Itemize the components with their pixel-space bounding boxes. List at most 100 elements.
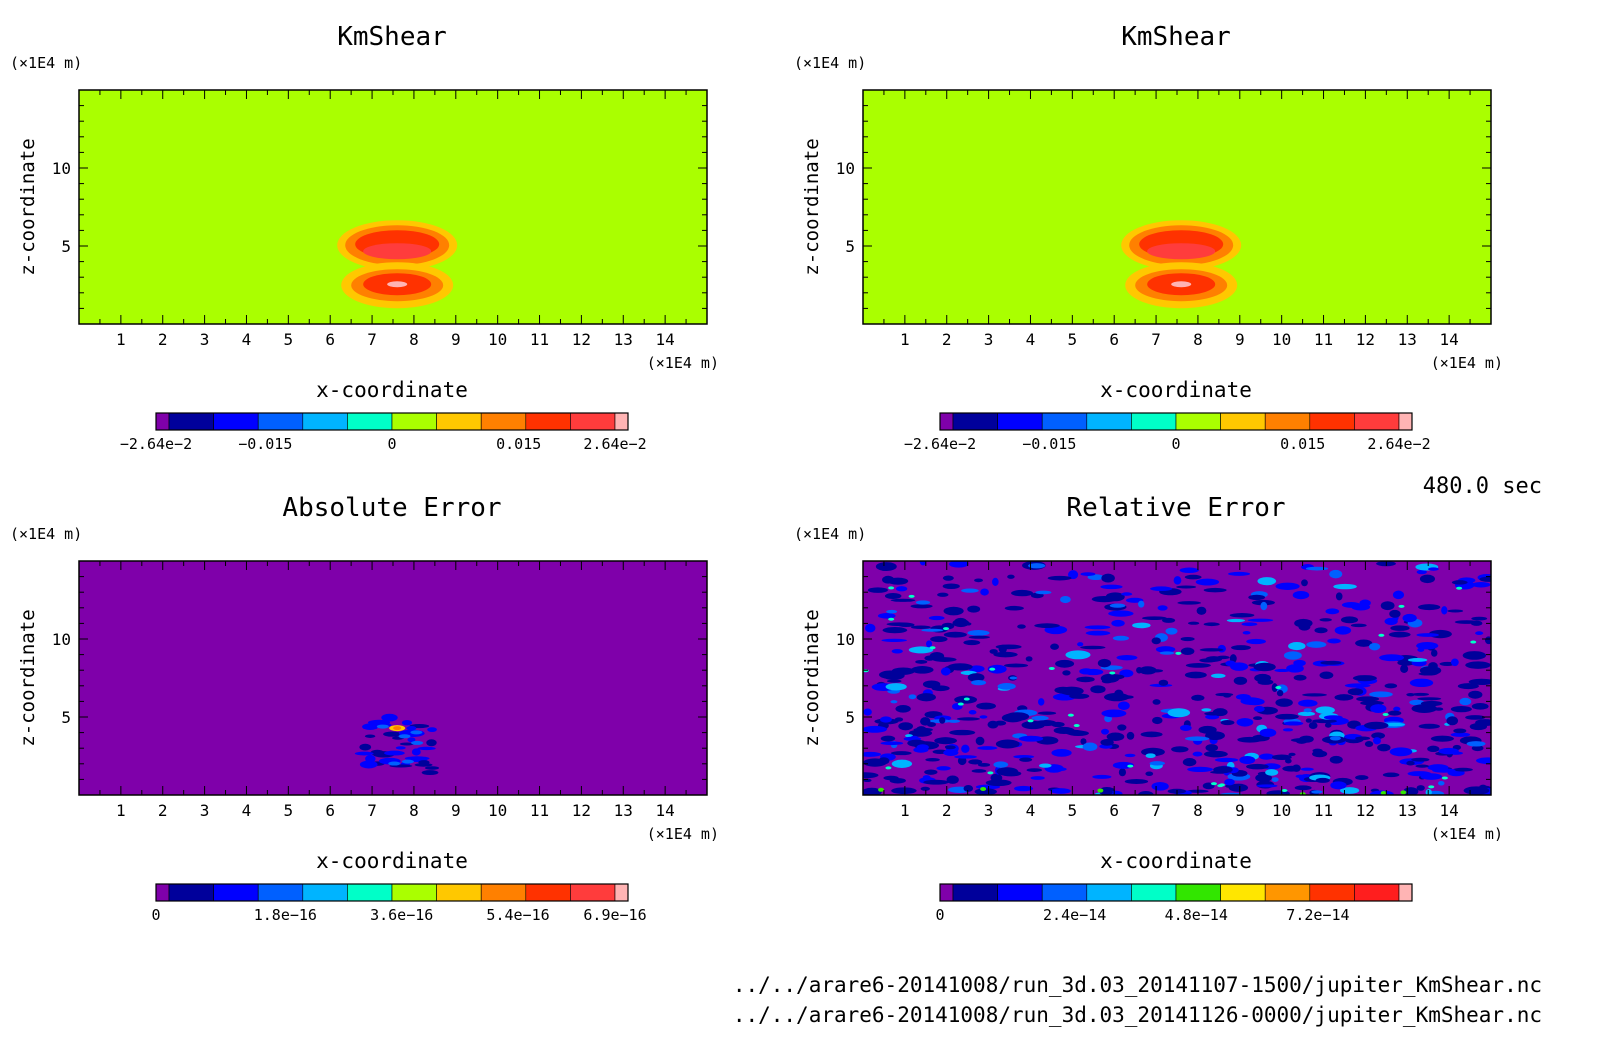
- noise-cell: [1416, 569, 1427, 575]
- noise-peak: [987, 771, 994, 775]
- colorbar-swatch: [1175, 412, 1221, 431]
- noise-cell: [1459, 697, 1472, 706]
- error-cell: [364, 734, 376, 738]
- noise-cell: [975, 736, 985, 746]
- noise-cell: [1018, 735, 1044, 742]
- noise-peak: [888, 617, 895, 621]
- noise-peak: [1097, 788, 1104, 793]
- noise-cell: [977, 746, 998, 750]
- noise-cell: [1450, 732, 1471, 737]
- colorbar-tick-label: 7.2e−14: [1286, 906, 1349, 924]
- noise-peak: [1210, 782, 1217, 786]
- noise-cell: [1007, 574, 1015, 579]
- noise-cell: [1227, 571, 1251, 576]
- noise-cell: [1462, 651, 1487, 660]
- noise-cell: [1239, 755, 1256, 765]
- x-tick-label: 7: [367, 801, 377, 820]
- noise-cell: [1141, 747, 1165, 757]
- noise-cell: [1253, 716, 1263, 721]
- y-tick-label: 5: [61, 237, 71, 256]
- noise-cell: [863, 725, 888, 733]
- noise-cell: [1294, 618, 1313, 628]
- colorbar-swatch: [614, 883, 629, 902]
- contour-lower-core: [1171, 281, 1192, 288]
- noise-cell: [1282, 728, 1294, 732]
- noise-cell: [1213, 766, 1233, 774]
- y-unit-label: (×1E4 m): [794, 525, 866, 543]
- noise-cell: [1308, 721, 1318, 729]
- colorbar-swatch: [436, 883, 482, 902]
- noise-cell: [1229, 613, 1255, 618]
- noise-cell: [1149, 761, 1165, 766]
- noise-cell: [1085, 630, 1111, 636]
- noise-cell: [1295, 774, 1305, 779]
- noise-cell: [1203, 750, 1228, 758]
- noise-cell: [891, 648, 903, 654]
- noise-cell: [1369, 642, 1381, 651]
- noise-cell: [1438, 747, 1459, 755]
- noise-cell: [1157, 605, 1168, 611]
- noise-cell: [1235, 693, 1251, 700]
- y-axis-label: z-coordinate: [801, 138, 823, 275]
- y-tick-label: 10: [52, 159, 71, 178]
- noise-cell: [1236, 717, 1254, 727]
- error-cell: [362, 723, 379, 731]
- noise-cell: [1246, 763, 1269, 770]
- noise-cell: [1187, 621, 1200, 625]
- noise-cell: [1051, 721, 1065, 728]
- y-tick-label: 5: [845, 708, 855, 727]
- noise-cell: [923, 779, 949, 785]
- noise-cell: [863, 751, 882, 757]
- noise-cell: [949, 729, 976, 736]
- noise-cell: [940, 667, 951, 676]
- noise-cell: [1453, 767, 1473, 772]
- colorbar-tick-label: −0.015: [1022, 435, 1076, 453]
- noise-cell: [947, 719, 960, 723]
- colorbar-frame: [939, 883, 1413, 902]
- noise-cell: [1341, 601, 1361, 608]
- colorbar-tick-label: −0.015: [238, 435, 292, 453]
- error-cell: [398, 734, 411, 739]
- noise-cell: [1204, 711, 1223, 716]
- chart-panel-4: Relative Error (×1E4 m) (×1E4 m) x-coordina…: [794, 493, 1503, 924]
- colorbar-swatch: [1220, 883, 1266, 902]
- noise-cell: [1185, 663, 1211, 668]
- colorbar-swatch: [1041, 883, 1088, 902]
- noise-cell: [1319, 618, 1332, 622]
- noise-cell: [1333, 583, 1357, 590]
- noise-cell: [1119, 669, 1134, 678]
- noise-cell: [1383, 722, 1405, 727]
- colorbar-swatch: [952, 412, 998, 431]
- noise-cell: [1364, 740, 1374, 748]
- noise-cell: [1205, 731, 1225, 741]
- error-peak-core: [393, 726, 402, 731]
- error-cell: [418, 760, 430, 765]
- noise-cell: [1465, 715, 1486, 720]
- noise-cell: [911, 666, 934, 674]
- noise-cell: [1184, 574, 1202, 580]
- noise-cell: [1306, 641, 1327, 648]
- colorbar-swatch: [1086, 883, 1132, 902]
- noise-cell: [1430, 735, 1454, 742]
- noise-cell: [1076, 676, 1095, 683]
- noise-cell: [1224, 778, 1235, 786]
- noise-cell: [1293, 659, 1306, 667]
- noise-cell: [1335, 592, 1343, 601]
- colorbar-swatch: [1264, 883, 1311, 902]
- x-tick-label: 9: [451, 801, 461, 820]
- noise-cell: [1390, 625, 1410, 631]
- noise-cell: [1301, 579, 1308, 587]
- noise-peak: [878, 787, 885, 792]
- noise-cell: [1418, 672, 1438, 676]
- noise-cell: [1247, 618, 1274, 622]
- noise-cell: [924, 655, 935, 661]
- noise-peak: [1378, 633, 1385, 637]
- noise-peak: [885, 766, 892, 770]
- noise-peak: [989, 667, 996, 671]
- noise-cell: [1434, 707, 1444, 711]
- colorbar-swatch: [347, 412, 393, 431]
- noise-cell: [993, 761, 1009, 768]
- noise-cell: [1416, 633, 1439, 637]
- noise-cell: [1417, 697, 1442, 701]
- plot-area: [863, 90, 1491, 324]
